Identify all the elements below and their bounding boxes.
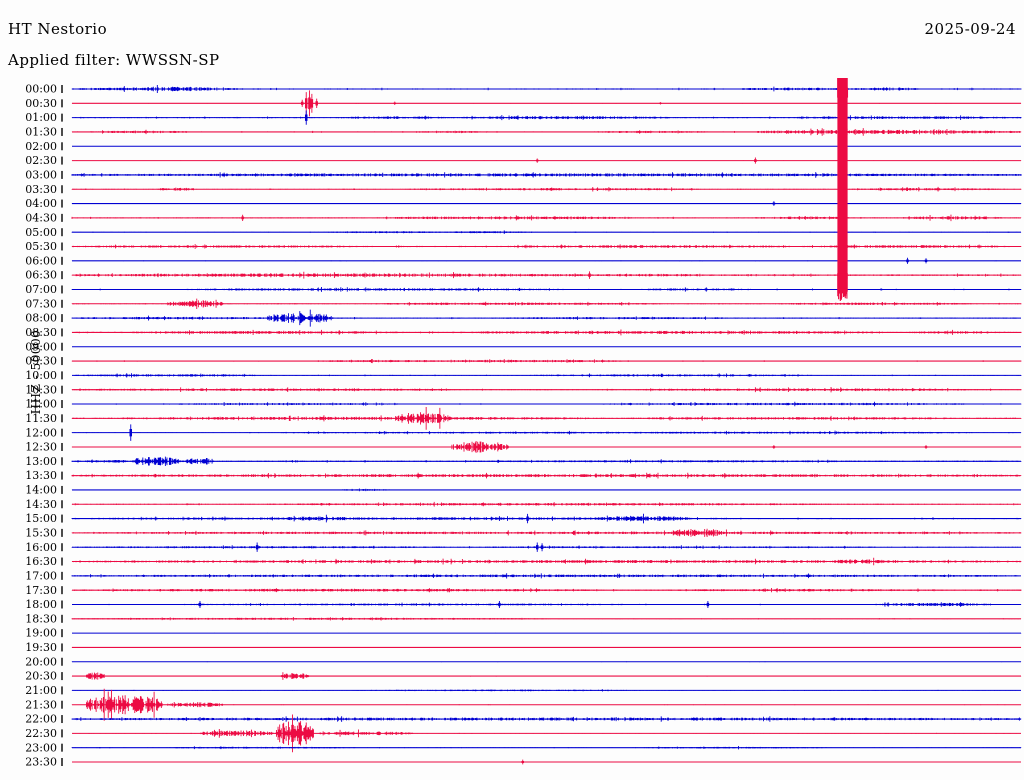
- time-label: 11:30: [25, 412, 57, 425]
- time-label: 08:00: [25, 312, 57, 325]
- time-label: 07:30: [25, 297, 57, 310]
- time-label: 03:00: [25, 169, 57, 182]
- time-label: 14:30: [25, 498, 57, 511]
- time-label: 08:30: [25, 326, 57, 339]
- time-label: 06:00: [25, 254, 57, 267]
- time-label: 17:30: [25, 584, 57, 597]
- station-title: HT Nestorio: [8, 20, 108, 38]
- major-event-core: [837, 94, 848, 280]
- time-label: 22:00: [25, 713, 57, 726]
- time-label: 07:00: [25, 283, 57, 296]
- applied-filter-label: Applied filter: WWSSN-SP: [8, 51, 220, 69]
- time-label: 23:00: [25, 741, 57, 754]
- time-label: 10:00: [25, 369, 57, 382]
- time-label: 02:30: [25, 154, 57, 167]
- time-label: 12:30: [25, 441, 57, 454]
- time-label: 16:30: [25, 555, 57, 568]
- time-label: 02:00: [25, 140, 57, 153]
- major-event-group: [837, 78, 849, 301]
- major-event-decay: [837, 273, 848, 301]
- time-label: 21:00: [25, 684, 57, 697]
- time-label: 20:00: [25, 655, 57, 668]
- time-label: 05:30: [25, 240, 57, 253]
- time-label: 21:30: [25, 698, 57, 711]
- time-label: 22:30: [25, 727, 57, 740]
- time-label: 15:30: [25, 526, 57, 539]
- time-label: 01:00: [25, 111, 57, 124]
- time-label: 00:00: [25, 83, 57, 96]
- time-label: 03:30: [25, 183, 57, 196]
- time-label: 19:30: [25, 641, 57, 654]
- time-label: 12:00: [25, 426, 57, 439]
- time-label: 04:30: [25, 211, 57, 224]
- major-event-coda: [837, 78, 849, 98]
- trace-group: [71, 84, 1022, 765]
- time-label: 18:00: [25, 598, 57, 611]
- date-label: 2025-09-24: [924, 20, 1016, 38]
- time-label: 14:00: [25, 484, 57, 497]
- time-label: 00:30: [25, 97, 57, 110]
- time-label: 23:30: [25, 756, 57, 769]
- time-label: 06:30: [25, 269, 57, 282]
- time-label: 19:00: [25, 627, 57, 640]
- time-label: 15:00: [25, 512, 57, 525]
- time-label: 16:00: [25, 541, 57, 554]
- time-label: 05:00: [25, 226, 57, 239]
- time-label: 11:00: [25, 398, 57, 411]
- time-label: 17:00: [25, 569, 57, 582]
- time-label: 04:00: [25, 197, 57, 210]
- time-label: 13:30: [25, 469, 57, 482]
- time-label: 18:30: [25, 612, 57, 625]
- time-label: 09:30: [25, 355, 57, 368]
- time-label: 20:30: [25, 670, 57, 683]
- time-label: 01:30: [25, 126, 57, 139]
- time-label: 09:00: [25, 340, 57, 353]
- time-label: 13:00: [25, 455, 57, 468]
- time-label: 10:30: [25, 383, 57, 396]
- helicorder-plot: 00:00 00:30 01:00 01:30 02:00 02:30 03:00 03:30…: [0, 78, 1024, 778]
